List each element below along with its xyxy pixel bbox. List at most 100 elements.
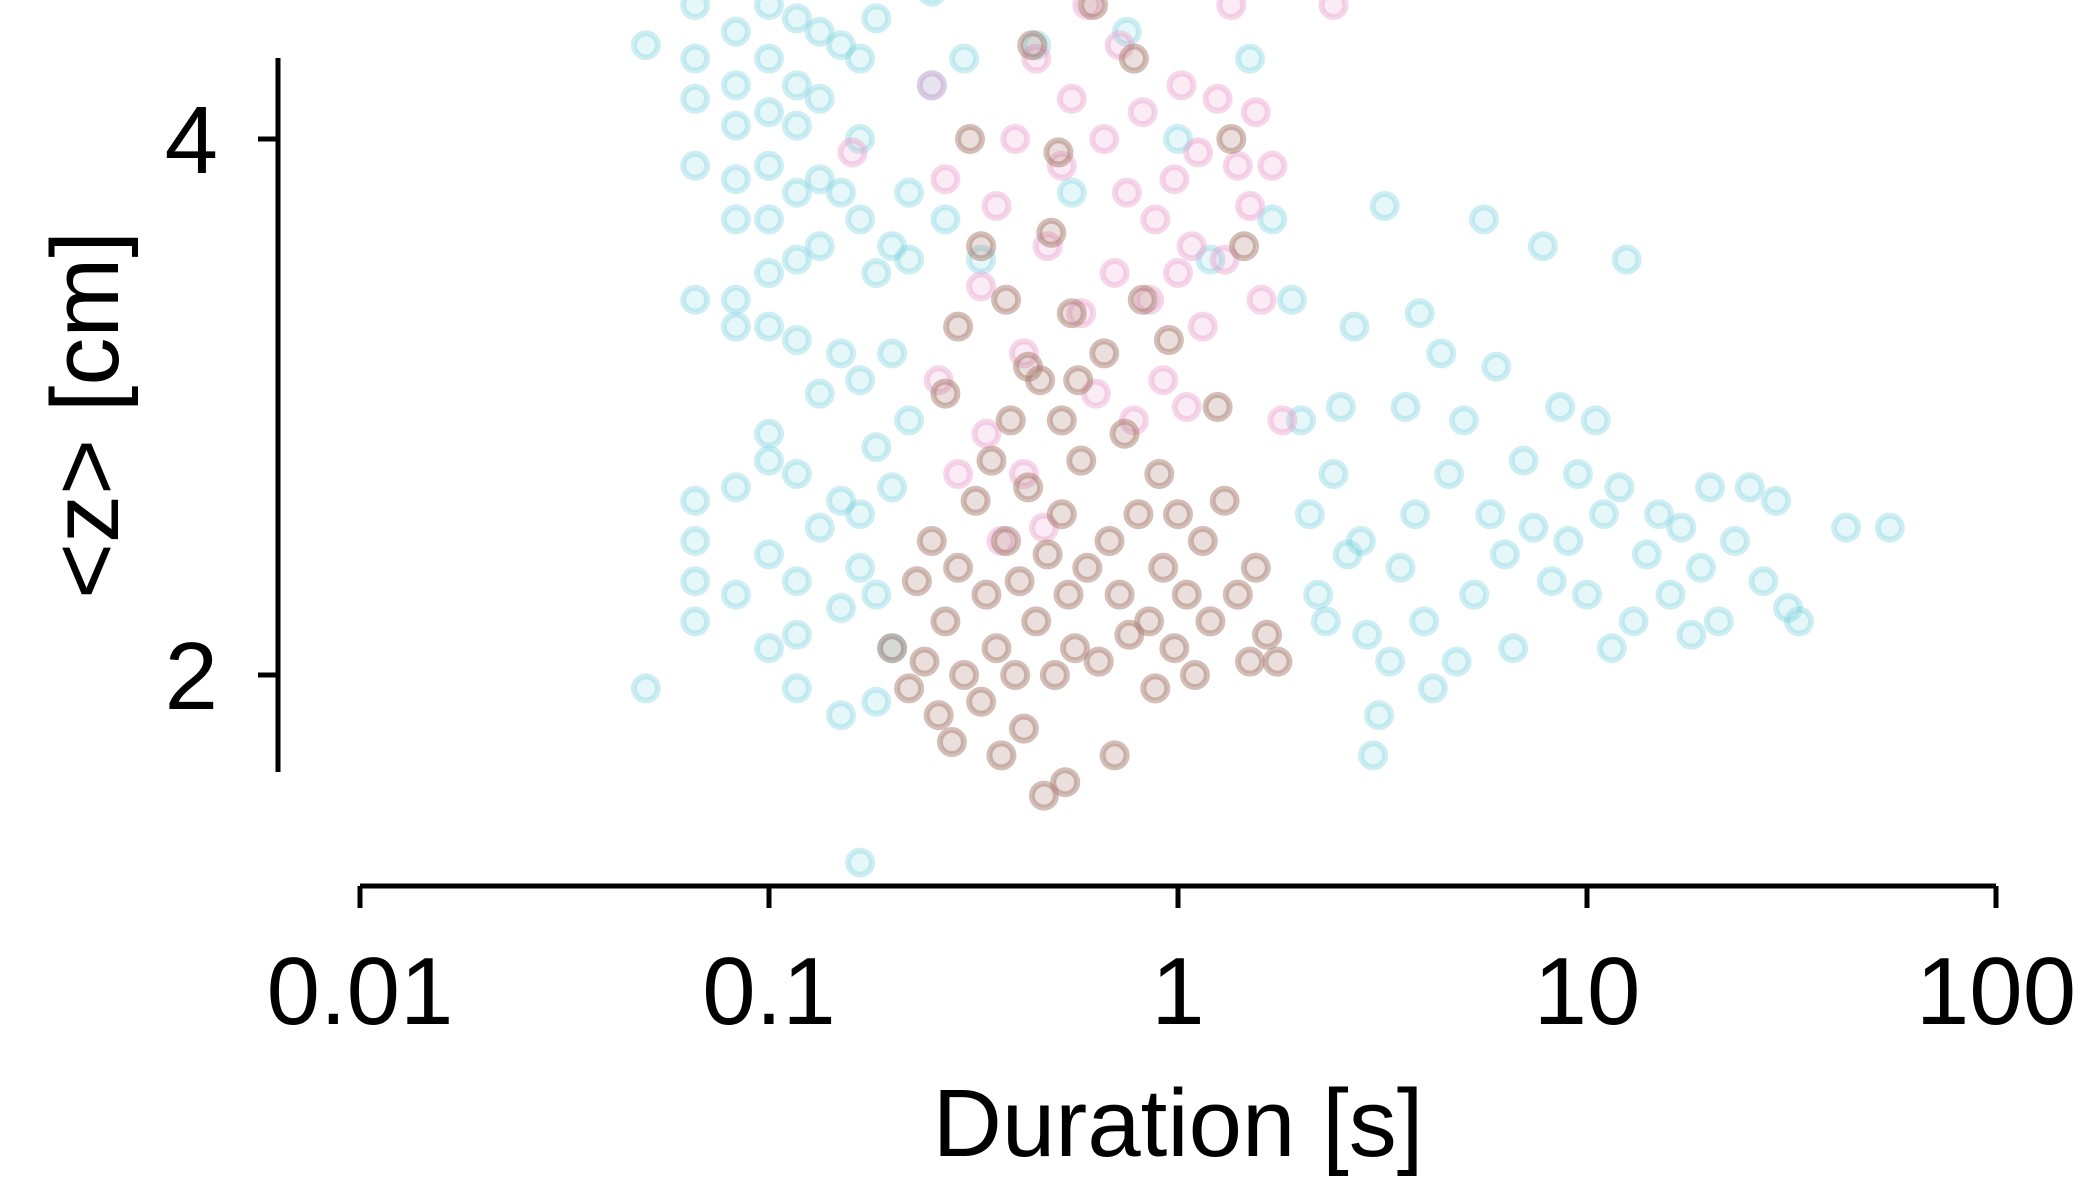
data-point-series-1	[1469, 204, 1499, 235]
data-point-series-1	[861, 432, 892, 463]
data-point-series-1	[754, 539, 784, 570]
data-point-series-3	[930, 606, 961, 637]
data-point-series-1	[826, 30, 856, 61]
data-point-series-2	[1267, 405, 1298, 436]
data-point-series-1	[1345, 526, 1376, 556]
data-point-series-1	[720, 204, 751, 235]
data-point-series-2	[1066, 298, 1097, 329]
data-point-series-3	[1127, 284, 1158, 315]
data-point-series-3	[1036, 217, 1067, 248]
data-point-series-3	[1021, 606, 1052, 637]
data-point-series-1	[1874, 512, 1905, 543]
data-point-series-3	[1050, 767, 1081, 798]
data-point-series-1	[1631, 539, 1662, 570]
data-point-series-2	[1032, 231, 1063, 262]
data-point-series-1	[877, 472, 908, 503]
data-point-series-1	[845, 365, 876, 396]
data-point-series-3	[971, 579, 1002, 610]
data-point-series-3	[1118, 43, 1149, 74]
data-point-series-3	[986, 740, 1017, 771]
data-point-series-1	[1294, 499, 1325, 530]
data-point-series-3	[991, 526, 1022, 556]
data-point-series-2	[971, 418, 1002, 449]
y-tick-label: 4	[165, 87, 218, 194]
x-axis-label: Duration [s]	[933, 1070, 1424, 1177]
data-point-series-1	[630, 30, 661, 61]
data-point-series-3	[966, 686, 997, 717]
data-point-series-1	[680, 284, 711, 315]
data-point-series-1	[781, 673, 812, 704]
data-point-series-1	[861, 258, 892, 288]
data-point-series-3	[1094, 526, 1125, 556]
data-point-series-1	[894, 405, 925, 436]
data-point-series-1	[845, 43, 876, 74]
data-point-series-1	[1111, 16, 1142, 47]
data-point-series-1	[1369, 191, 1400, 221]
data-point-series-1	[1459, 579, 1490, 610]
data-point-series-1	[804, 378, 835, 409]
data-point-series-1	[1332, 539, 1363, 570]
data-point-series-1	[754, 0, 784, 20]
data-point-series-1	[781, 3, 812, 34]
data-point-series-1	[1409, 606, 1440, 637]
data-point-series-3	[1222, 579, 1253, 610]
data-point-series-2	[1008, 338, 1039, 369]
data-point-series-3	[936, 727, 967, 757]
data-point-series-2	[1257, 150, 1288, 181]
data-point-series-3	[1252, 619, 1282, 650]
data-point-series-3	[943, 552, 974, 583]
data-point-series-2	[1021, 43, 1052, 74]
data-point-series-2	[1235, 191, 1265, 221]
data-point-series-1	[1508, 445, 1539, 476]
data-point-series-3	[1083, 646, 1114, 677]
data-point-series-1	[754, 311, 784, 342]
data-point-series-1	[720, 311, 751, 342]
data-point-series-1	[845, 124, 876, 154]
data-point-series-1	[919, 0, 945, 7]
data-point-series-1	[861, 3, 892, 34]
data-point-series-3	[955, 124, 985, 154]
data-point-series-2	[1202, 83, 1233, 114]
data-point-series-1	[1286, 405, 1317, 436]
data-point-series-2	[1072, 0, 1103, 20]
data-point-series-2	[1171, 392, 1202, 422]
data-point-series-1	[826, 338, 856, 369]
data-point-series-3	[1004, 566, 1035, 597]
data-point-series-3	[1163, 499, 1193, 530]
data-point-series-2	[1089, 124, 1120, 154]
data-point-series-1	[894, 244, 925, 275]
data-point-series-2	[1318, 0, 1349, 20]
data-point-series-3	[1159, 633, 1190, 664]
data-point-series-1	[845, 499, 876, 530]
data-point-series-1	[720, 472, 751, 503]
data-point-series-1	[1021, 30, 1052, 61]
data-point-series-2	[923, 365, 954, 396]
x-tick-label: 1	[1151, 938, 1204, 1045]
data-point-series-1	[1580, 405, 1611, 436]
data-point-series-1	[680, 83, 711, 114]
data-point-series-1	[826, 485, 856, 516]
data-point-series-3	[981, 633, 1012, 664]
data-point-series-2	[1166, 70, 1197, 101]
data-point-series-3	[1235, 646, 1265, 677]
data-point-series-3	[1148, 552, 1179, 583]
data-point-series-1	[1498, 633, 1529, 664]
data-point-series-1	[1364, 700, 1394, 731]
data-point-series-2	[1118, 405, 1149, 436]
data-point-series-1	[1434, 459, 1465, 489]
data-point-series-2	[1216, 0, 1247, 20]
data-point-series-3	[1123, 499, 1154, 530]
data-point-series-1	[1553, 526, 1584, 556]
data-point-series-1	[1536, 566, 1567, 597]
data-point-series-1	[845, 847, 876, 878]
data-point-series-3	[930, 378, 961, 409]
data-point-series-1	[804, 83, 835, 114]
data-point-series-1	[1773, 593, 1803, 623]
data-point-series-1	[861, 686, 892, 717]
x-axis-ticks: 0.01 0.1 1 10 100	[267, 886, 2076, 1045]
data-point-series-1	[1686, 552, 1716, 583]
data-point-series-1	[1235, 43, 1265, 74]
data-point-series-3	[1013, 472, 1044, 503]
data-point-series-3	[1209, 485, 1240, 516]
data-point-series-1	[754, 258, 784, 288]
